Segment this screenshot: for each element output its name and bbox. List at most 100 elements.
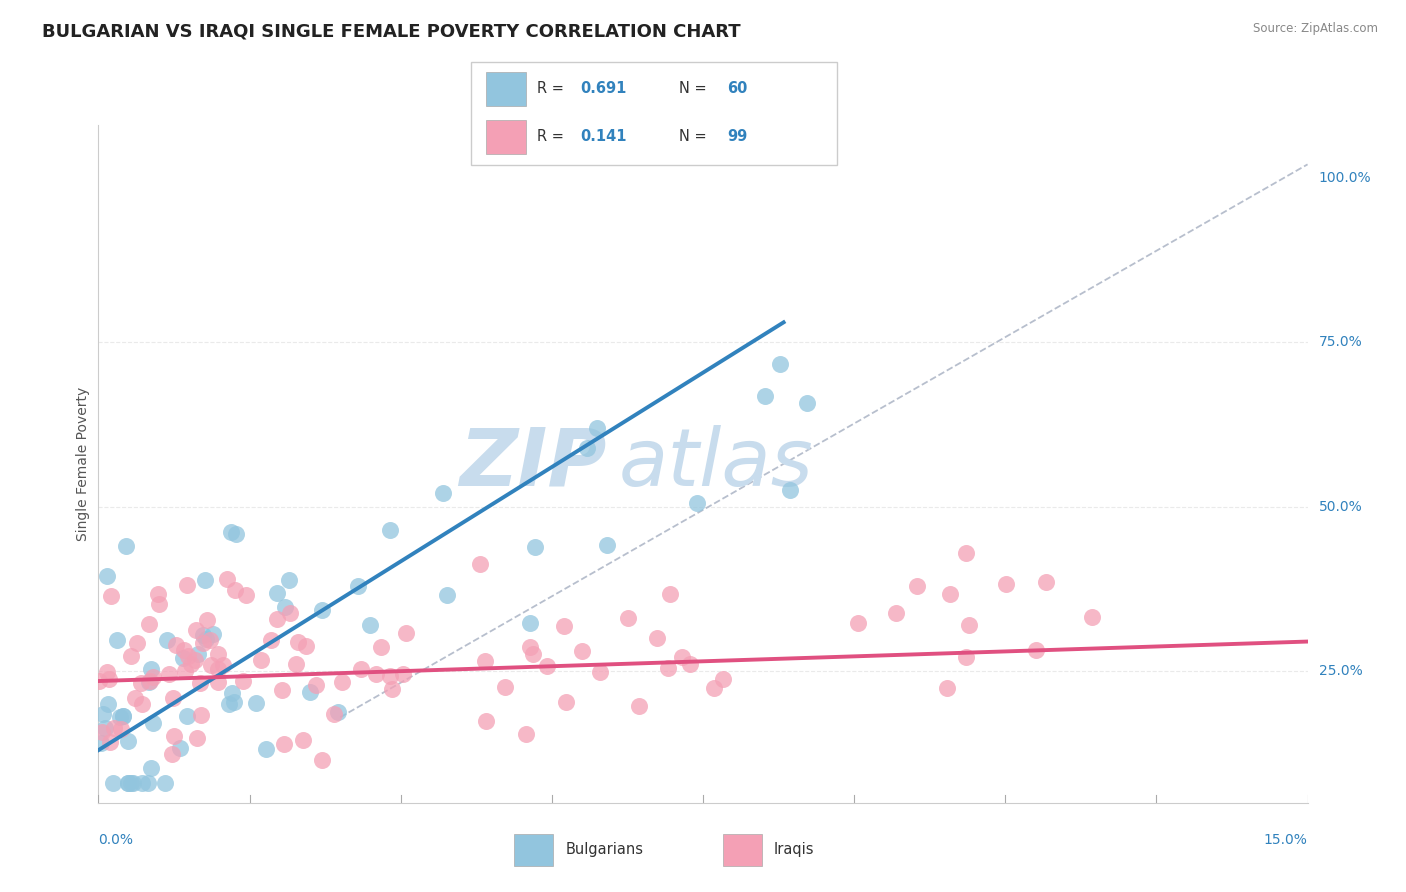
Point <box>292 732 315 747</box>
Point <box>207 662 229 676</box>
Point <box>284 657 307 671</box>
Point <box>994 577 1017 591</box>
Point <box>110 722 132 736</box>
Point <box>298 685 321 699</box>
Text: N =: N = <box>679 81 711 96</box>
Point <box>436 588 458 602</box>
Point <box>160 747 183 761</box>
Point <box>907 579 929 593</box>
Point <box>235 588 257 602</box>
Point <box>195 613 218 627</box>
Point <box>522 647 544 661</box>
Point <box>846 615 869 630</box>
Point <box>955 546 977 560</box>
Point <box>169 741 191 756</box>
Point <box>191 636 214 650</box>
Point <box>221 685 243 699</box>
Point <box>586 421 609 435</box>
Text: 15.0%: 15.0% <box>1264 833 1308 847</box>
Point <box>536 659 558 673</box>
FancyBboxPatch shape <box>485 120 526 153</box>
Text: R =: R = <box>537 81 568 96</box>
FancyBboxPatch shape <box>471 62 837 165</box>
Text: atlas: atlas <box>619 425 813 503</box>
Point <box>193 628 215 642</box>
Point <box>138 776 160 790</box>
Point <box>124 691 146 706</box>
Text: Bulgarians: Bulgarians <box>565 842 643 857</box>
Point <box>576 442 599 456</box>
Point <box>131 776 153 790</box>
Point <box>165 638 187 652</box>
Point <box>616 611 638 625</box>
Point <box>657 661 679 675</box>
Point <box>184 623 207 637</box>
Point <box>146 587 169 601</box>
Point <box>129 676 152 690</box>
Point <box>1025 643 1047 657</box>
Point <box>198 632 221 647</box>
Text: BULGARIAN VS IRAQI SINGLE FEMALE POVERTY CORRELATION CHART: BULGARIAN VS IRAQI SINGLE FEMALE POVERTY… <box>42 22 741 40</box>
Point <box>202 627 225 641</box>
Point <box>148 598 170 612</box>
Point <box>117 776 139 790</box>
Point <box>186 731 208 745</box>
Point <box>112 709 135 723</box>
Point <box>519 616 541 631</box>
Point <box>162 729 184 743</box>
Point <box>679 657 702 671</box>
Point <box>959 618 981 632</box>
Point <box>494 681 516 695</box>
Point <box>162 691 184 706</box>
Point <box>155 632 177 647</box>
Point <box>100 735 122 749</box>
Text: Source: ZipAtlas.com: Source: ZipAtlas.com <box>1253 22 1378 36</box>
Point <box>627 699 650 714</box>
Point <box>332 675 354 690</box>
Point <box>515 726 537 740</box>
Point <box>215 572 238 586</box>
Point <box>596 538 619 552</box>
Point <box>218 698 240 712</box>
Text: 60: 60 <box>727 81 747 96</box>
Point <box>571 643 593 657</box>
FancyBboxPatch shape <box>515 834 554 865</box>
Point <box>194 573 217 587</box>
Point <box>153 776 176 790</box>
Point <box>703 681 725 695</box>
Point <box>180 657 202 672</box>
Point <box>96 665 118 679</box>
Point <box>112 709 135 723</box>
Point <box>177 648 200 663</box>
Point <box>779 483 801 498</box>
Point <box>190 708 212 723</box>
Point <box>187 647 209 661</box>
Point <box>1081 610 1104 624</box>
Point <box>395 626 418 640</box>
Point <box>138 616 160 631</box>
Point <box>176 709 198 723</box>
Point <box>173 642 195 657</box>
Text: ZIP: ZIP <box>458 425 606 503</box>
Point <box>245 696 267 710</box>
Point <box>769 357 792 371</box>
Point <box>323 706 346 721</box>
Point <box>93 707 115 722</box>
Point <box>200 658 222 673</box>
Point <box>207 648 229 662</box>
Point <box>87 673 110 688</box>
Point <box>195 632 218 646</box>
Point <box>142 670 165 684</box>
Point <box>184 653 207 667</box>
Point <box>754 389 776 403</box>
Point <box>311 603 333 617</box>
Point <box>232 673 254 688</box>
Point <box>97 697 120 711</box>
Point <box>955 649 977 664</box>
Point <box>96 568 118 582</box>
Point <box>328 705 350 719</box>
Point <box>100 589 122 603</box>
Point <box>157 666 180 681</box>
Point <box>139 662 162 676</box>
Point <box>380 524 402 538</box>
